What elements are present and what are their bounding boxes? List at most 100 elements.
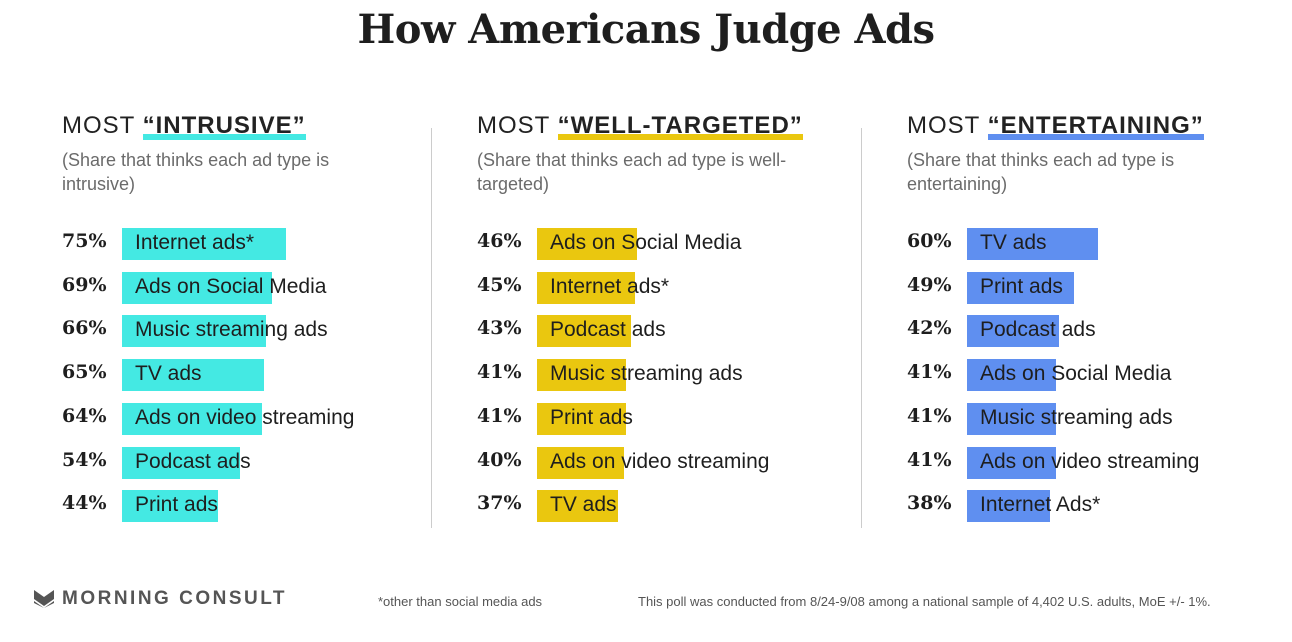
category-label: Print ads [980,274,1063,298]
bar-row: 45% Internet ads* [477,271,857,304]
data-label: 69% [62,273,107,296]
panel-heading: MOST “INTRUSIVE” [62,112,442,146]
bar-row: 64% Ads on video streaming [62,402,442,435]
heading-highlight: “INTRUSIVE” [142,112,306,140]
bar-row: 41% Ads on Social Media [907,359,1287,392]
divider [431,128,432,528]
heading-prefix: MOST [62,112,135,139]
highlight-underline [142,134,306,140]
data-label: 45% [477,273,522,296]
highlight-underline [557,134,803,140]
heading-prefix: MOST [477,112,550,139]
bar-row: 69% Ads on Social Media [62,271,442,304]
entertaining-panel: MOST “ENTERTAINING” (Share that thinks e… [907,112,1287,523]
category-label: Ads on Social Media [980,362,1172,386]
morning-consult-logo: MORNING CONSULT [34,588,287,610]
bar-row: 60% TV ads [907,228,1287,260]
category-label: Print ads [135,493,218,517]
category-label: Music streaming ads [980,405,1173,429]
data-label: 42% [907,317,952,340]
category-label: Ads on Social Media [550,231,742,254]
panel-subtitle: (Share that thinks each ad type is well-… [477,150,787,194]
category-label: Ads on video streaming [135,405,355,429]
panel-subtitle: (Share that thinks each ad type is intru… [62,150,330,194]
data-label: 49% [907,273,952,296]
bar [122,446,240,479]
bar [122,402,262,435]
panel-heading: MOST “WELL-TARGETED” [477,112,857,146]
data-label: 41% [907,404,952,427]
data-label: 75% [62,230,107,252]
heading-highlight-text: “WELL-TARGETED” [557,112,803,139]
category-label: Print ads [550,405,633,429]
heading-highlight-text: “ENTERTAINING” [987,112,1204,139]
bar [967,359,1057,392]
bar-row: 41% Music streaming ads [907,402,1287,435]
bar [967,315,1059,348]
heading-prefix: MOST [907,112,980,139]
well-targeted-panel: MOST “WELL-TARGETED” (Share that thinks … [477,112,857,523]
bar [122,228,286,260]
bar [537,315,631,348]
morning-consult-logo-icon [34,590,54,608]
category-label: Ads on video streaming [550,449,770,473]
data-label: 41% [907,361,952,384]
category-label: TV ads [980,231,1047,254]
bar [537,446,625,479]
data-label: 46% [477,230,522,252]
bar [537,490,618,523]
bar [967,446,1057,479]
bar [122,271,273,304]
bar-row: 41% Music streaming ads [477,359,857,392]
bar [537,228,638,260]
chart-title: How Americans Judge Ads [357,6,935,53]
data-label: 37% [477,492,522,515]
data-label: 64% [62,404,107,427]
panel-heading: MOST “ENTERTAINING” [907,112,1287,146]
footnote: *other than social media ads [378,594,543,609]
bar-row: 40% Ads on video streaming [477,446,857,479]
intrusive-panel: MOST “INTRUSIVE” (Share that thinks each… [62,112,442,523]
data-label: 43% [477,317,522,340]
bar-row: 65% TV ads [62,359,442,392]
bar [537,271,636,304]
bar [537,359,627,392]
bar-row: 54% Podcast ads [62,446,442,479]
highlight-underline [987,134,1204,140]
data-label: 40% [477,448,522,471]
category-label: Ads on Social Media [135,274,327,298]
bar [537,402,627,435]
bar [967,490,1050,523]
category-label: Music streaming ads [550,362,743,386]
bar [122,490,218,523]
bar-row: 44% Print ads [62,490,442,523]
bar-row: 46% Ads on Social Media [477,228,857,260]
category-label: Podcast ads [980,318,1096,342]
bar [122,315,266,348]
heading-highlight: “WELL-TARGETED” [557,112,803,140]
bar-row: 41% Print ads [477,402,857,435]
methodology-note: This poll was conducted from 8/24-9/08 a… [638,594,1211,609]
bar-row: 37% TV ads [477,490,857,523]
heading-highlight-text: “INTRUSIVE” [142,112,306,139]
category-label: Ads on video streaming [980,449,1200,473]
panel-subtitle: (Share that thinks each ad type is enter… [907,150,1175,194]
data-label: 41% [907,448,952,471]
data-label: 44% [62,492,107,515]
data-label: 41% [477,361,522,384]
bar-row: 75% Internet ads* [62,228,442,260]
category-label: Podcast ads [550,318,666,342]
bar-row: 38% Internet Ads* [907,490,1287,523]
data-label: 65% [62,361,107,384]
category-label: TV ads [550,493,617,517]
category-label: Internet Ads* [980,493,1101,517]
category-label: Internet ads* [550,274,670,298]
data-label: 41% [477,404,522,427]
category-label: Music streaming ads [135,318,328,342]
category-label: Internet ads* [135,231,255,254]
data-label: 66% [62,317,107,340]
bar-row: 42% Podcast ads [907,315,1287,348]
bar [967,271,1074,304]
bar [122,359,264,392]
heading-highlight: “ENTERTAINING” [987,112,1204,140]
